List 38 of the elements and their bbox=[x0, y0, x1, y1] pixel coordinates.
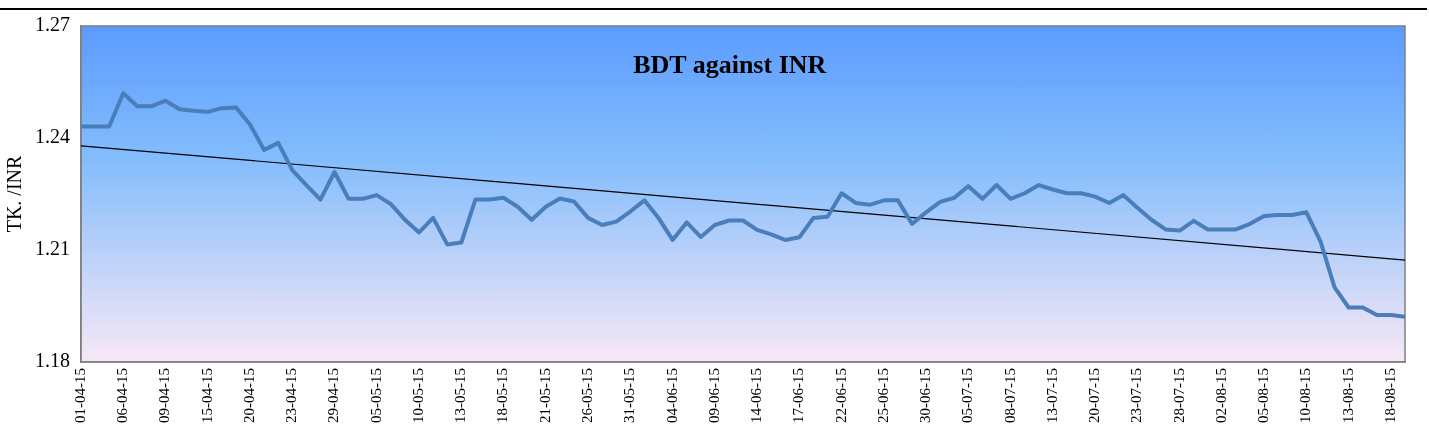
x-tick-label: 30-06-15 bbox=[917, 368, 934, 424]
x-tick-label: 18-08-15 bbox=[1381, 368, 1398, 424]
x-tick-label: 10-08-15 bbox=[1297, 368, 1314, 424]
x-tick-label: 20-04-15 bbox=[240, 368, 257, 424]
x-tick-label: 13-07-15 bbox=[1043, 368, 1060, 424]
x-tick-label: 09-04-15 bbox=[156, 368, 173, 424]
x-tick-label: 20-07-15 bbox=[1086, 368, 1103, 424]
x-tick-label: 28-07-15 bbox=[1170, 368, 1187, 424]
x-tick-label: 04-06-15 bbox=[663, 368, 680, 424]
x-tick-label: 09-06-15 bbox=[705, 368, 722, 424]
x-tick-label: 05-08-15 bbox=[1255, 368, 1272, 424]
x-tick-label: 17-06-15 bbox=[790, 368, 807, 424]
x-tick-label: 02-08-15 bbox=[1212, 368, 1229, 424]
x-tick-label: 26-05-15 bbox=[579, 368, 595, 424]
x-tick-label: 21-05-15 bbox=[536, 368, 553, 424]
x-tick-label: 13-05-15 bbox=[452, 368, 469, 424]
x-tick-label: 06-04-15 bbox=[114, 368, 131, 424]
x-tick-label: 22-06-15 bbox=[832, 368, 849, 424]
y-axis-title: TK. /INR bbox=[3, 155, 26, 233]
y-tick-label: 1.24 bbox=[35, 125, 70, 148]
x-tick-label: 14-06-15 bbox=[748, 368, 765, 424]
x-tick-label: 13-08-15 bbox=[1339, 368, 1356, 424]
y-tick-label: 1.27 bbox=[35, 13, 70, 36]
x-tick-label: 23-04-15 bbox=[283, 368, 300, 424]
x-tick-label: 05-05-15 bbox=[367, 368, 384, 424]
x-tick-label: 08-07-15 bbox=[1001, 368, 1018, 424]
x-tick-label: 15-04-15 bbox=[198, 368, 215, 424]
x-tick-label: 29-04-15 bbox=[325, 368, 342, 424]
x-tick-label: 10-05-15 bbox=[409, 368, 426, 424]
y-tick-label: 1.21 bbox=[35, 237, 70, 260]
y-tick-label: 1.18 bbox=[35, 349, 70, 372]
x-tick-label: 25-06-15 bbox=[874, 368, 891, 424]
x-tick-label: 05-07-15 bbox=[959, 368, 976, 424]
x-tick-label: 31-05-15 bbox=[621, 368, 638, 424]
text: BDT against INR bbox=[633, 49, 827, 79]
x-tick-label: 23-07-15 bbox=[1128, 368, 1145, 424]
x-tick-label: 01-04-15 bbox=[71, 368, 88, 424]
x-tick-label: 18-05-15 bbox=[494, 368, 511, 424]
